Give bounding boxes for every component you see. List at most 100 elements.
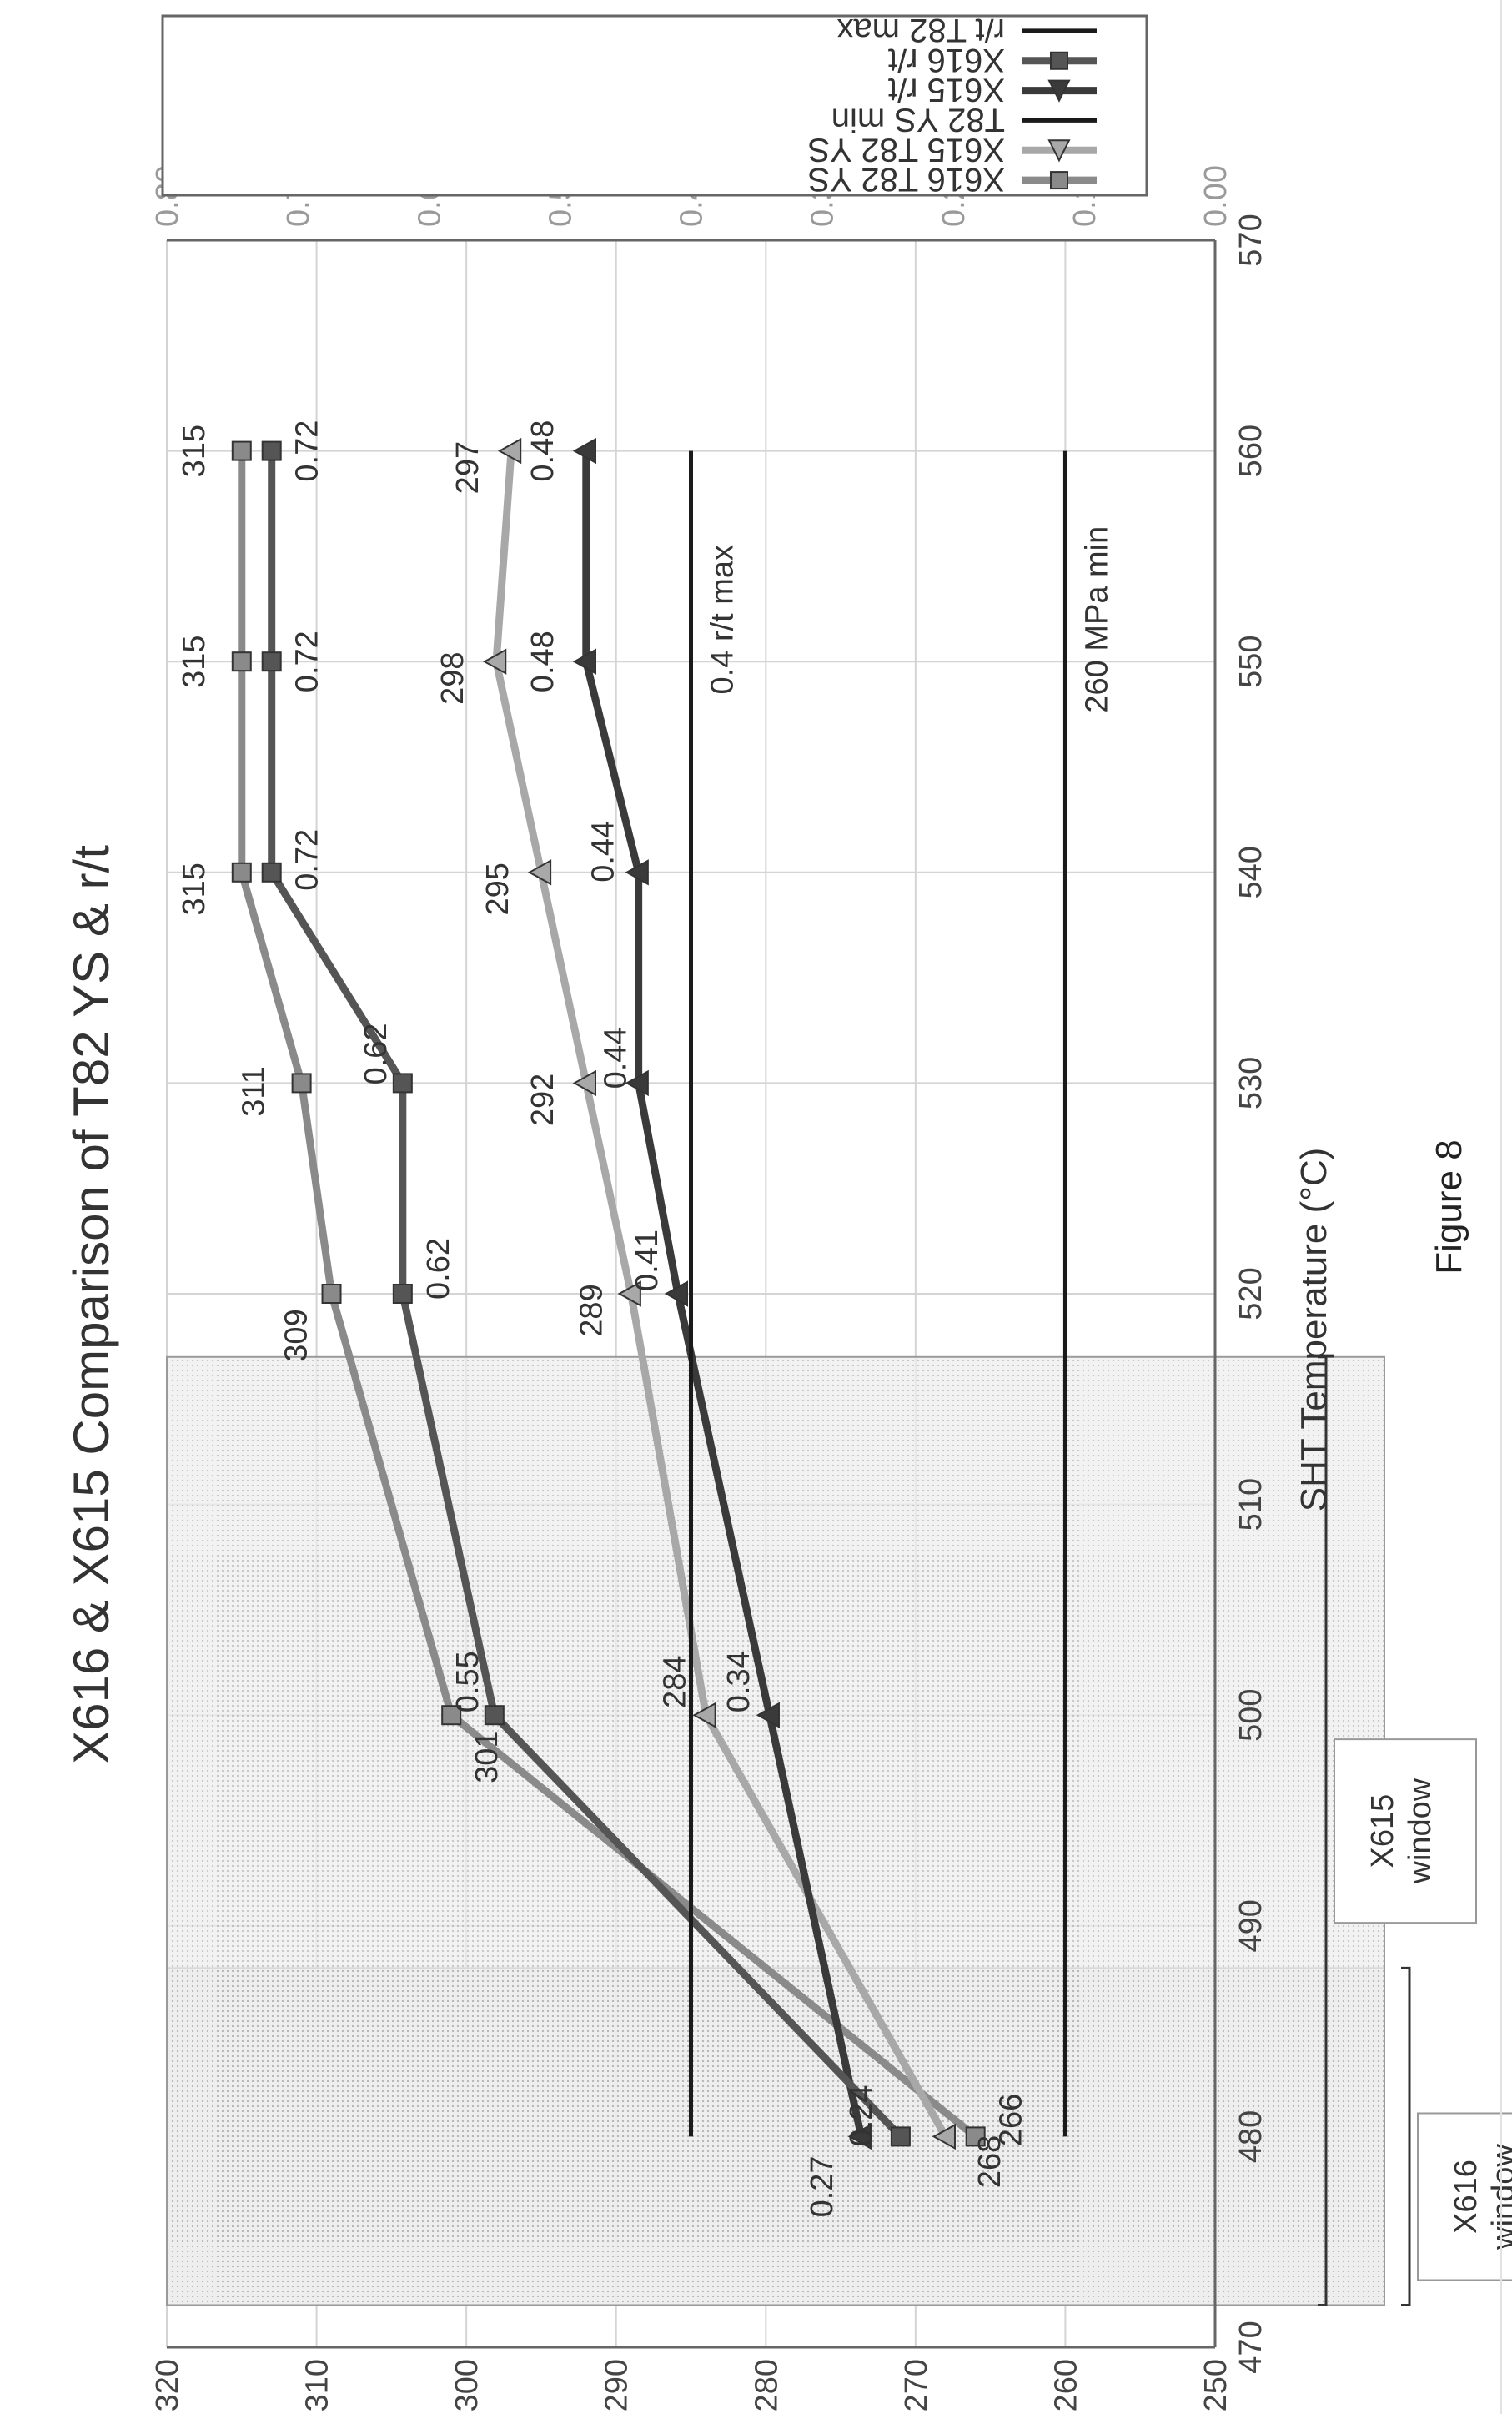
series-1-data-label-2: 289	[575, 1284, 610, 1336]
window-label-line1-0: X616	[1449, 2160, 1484, 2234]
series-0-point-5	[231, 651, 252, 672]
legend-swatch-marker-1	[1047, 139, 1071, 163]
y-tick-label-0: 250	[1198, 2359, 1233, 2411]
series-0-data-label-3: 311	[237, 1066, 272, 1117]
chart-title: X616 & X615 Comparison of T82 YS & r/t	[63, 845, 119, 1764]
y-tick-label-1: 260	[1048, 2359, 1083, 2411]
x-tick-label-2: 490	[1233, 1899, 1268, 1952]
series-3-point-6	[572, 437, 596, 465]
series-3-point-5	[572, 648, 596, 675]
legend-box	[161, 14, 1148, 197]
legend-swatch-marker-3	[1047, 79, 1071, 103]
series-0-data-label-5: 315	[177, 635, 212, 687]
series-4-data-label-4: 0.72	[290, 829, 325, 891]
x-tick-label-6: 530	[1233, 1057, 1268, 1109]
y-tick-label-5: 300	[450, 2359, 485, 2411]
series-4-point-2	[392, 1284, 413, 1304]
series-3-point-1	[756, 1702, 780, 1728]
legend-label-0: X616 T82 YS	[808, 161, 1005, 198]
series-0-data-label-1: 301	[470, 1730, 505, 1783]
series-3-data-label-0: 0.27	[805, 2155, 840, 2217]
window-label-box-0	[1417, 2112, 1512, 2281]
figure-caption: Figure 8	[1429, 1139, 1469, 1275]
y-tick-label-3: 280	[749, 2359, 784, 2411]
legend-label-4: X616 r/t	[888, 42, 1005, 78]
series-1-data-label-5: 298	[435, 651, 470, 704]
series-4-data-label-6: 0.72	[290, 420, 325, 482]
series-1-point-5	[482, 648, 507, 675]
y-tick-label-2: 270	[899, 2359, 934, 2411]
x-tick-label-7: 540	[1233, 846, 1268, 898]
x-tick-label-3: 500	[1233, 1688, 1268, 1741]
series-1-data-label-1: 284	[657, 1655, 692, 1707]
y-tick-label-7: 320	[150, 2359, 185, 2411]
series-4-data-label-2: 0.62	[421, 1238, 456, 1300]
x-tick-label-1: 480	[1233, 2110, 1268, 2163]
window-label-line1-1: X615	[1365, 1794, 1400, 1868]
series-0-data-label-2: 309	[279, 1309, 314, 1361]
series-3-data-label-5: 0.48	[525, 631, 560, 692]
window-bracket-0	[1401, 1966, 1411, 2306]
series-1-point-3	[572, 1069, 596, 1097]
annotation-0: 0.4 r/t max	[706, 545, 741, 695]
series-0-point-2	[321, 1284, 342, 1304]
legend-swatch-marker-4	[1050, 51, 1068, 70]
series-3-point-4	[625, 859, 649, 886]
series-3-point-2	[664, 1280, 688, 1307]
x-tick-label-9: 560	[1233, 425, 1268, 477]
series-3-data-label-2: 0.41	[630, 1230, 665, 1291]
x-tick-label-10: 570	[1233, 214, 1268, 266]
series-1-data-label-3: 292	[525, 1074, 560, 1126]
series-1-point-2	[617, 1280, 641, 1307]
series-0-data-label-4: 315	[177, 863, 212, 915]
annotation-1: 260 MPa min	[1079, 526, 1114, 713]
window-label-box-1	[1334, 1738, 1477, 1924]
series-4-point-4	[261, 862, 282, 883]
series-1-data-label-4: 295	[480, 863, 515, 915]
series-4-data-label-1: 0.55	[450, 1651, 485, 1712]
series-3-point-0	[847, 2123, 872, 2150]
y-tick-label-4: 290	[600, 2359, 635, 2411]
series-4-point-0	[890, 2126, 911, 2147]
series-0-point-4	[231, 862, 252, 883]
series-3-data-label-3: 0.44	[599, 1027, 634, 1089]
series-3-data-label-1: 0.34	[721, 1651, 756, 1712]
y2-tick-label-0: 0.00	[1198, 165, 1233, 227]
legend-label-5: r/t T82 max	[836, 12, 1005, 48]
series-0-data-label-0: 266	[994, 2094, 1029, 2146]
x-axis-title: SHT Temperature (°C)	[1293, 1148, 1334, 1512]
series-4-data-label-3: 0.62	[359, 1023, 394, 1084]
series-0-point-6	[231, 440, 252, 461]
x-tick-label-0: 470	[1233, 2321, 1268, 2373]
legend-swatch-marker-0	[1050, 171, 1068, 190]
series-4-point-6	[261, 440, 282, 461]
series-4-data-label-5: 0.72	[290, 631, 325, 692]
x-tick-label-4: 510	[1233, 1478, 1268, 1531]
legend-label-3: X615 r/t	[888, 72, 1005, 108]
series-4-point-1	[484, 1705, 505, 1726]
legend-label-2: T82 YS min	[831, 101, 1005, 138]
window-label-line2-0: window	[1486, 2144, 1512, 2251]
series-4-point-3	[392, 1073, 413, 1094]
legend-label-1: X615 T82 YS	[808, 131, 1005, 168]
window-label-line2-1: window	[1403, 1778, 1438, 1884]
series-1-point-6	[497, 437, 522, 465]
series-1-point-4	[527, 859, 552, 886]
series-3-point-3	[625, 1069, 649, 1097]
series-4-point-5	[261, 651, 282, 672]
series-4-data-label-0: 0.24	[844, 2085, 879, 2146]
series-1-data-label-0: 268	[972, 2135, 1007, 2188]
window-bracket-1	[1318, 1355, 1328, 2306]
y-tick-label-6: 310	[300, 2359, 335, 2411]
series-0-point-0	[965, 2126, 986, 2147]
series-3-data-label-6: 0.48	[525, 420, 560, 482]
series-0-data-label-6: 315	[177, 425, 212, 477]
series-0-point-3	[291, 1073, 312, 1094]
series-3-data-label-4: 0.44	[586, 821, 621, 883]
x-tick-label-5: 520	[1233, 1267, 1268, 1320]
series-1-point-1	[692, 1702, 716, 1728]
series-1-point-0	[932, 2123, 956, 2150]
